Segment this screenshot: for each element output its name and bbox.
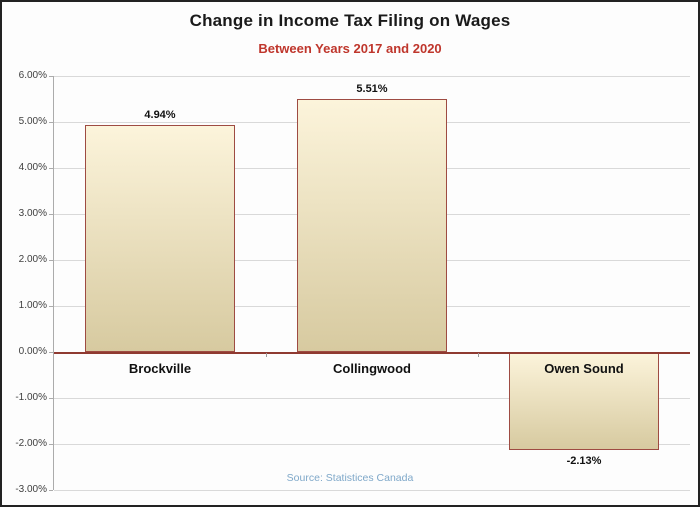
bar-brockville [85, 124, 235, 352]
y-axis-tick [49, 398, 53, 399]
y-axis-tick-label: 4.00% [18, 162, 47, 173]
zero-axis-line [54, 351, 690, 354]
y-axis-tick [49, 122, 53, 123]
category-label: Owen Sound [544, 361, 624, 376]
y-axis-tick [49, 306, 53, 307]
chart-subtitle: Between Years 2017 and 2020 [258, 41, 442, 56]
y-axis-tick-label: 1.00% [18, 300, 47, 311]
y-axis-line [53, 76, 54, 490]
bar-value-label: 5.51% [356, 82, 388, 95]
bar-collingwood [297, 98, 447, 352]
y-axis-tick [49, 214, 53, 215]
gridline [54, 444, 690, 445]
gridline [54, 398, 690, 399]
y-axis-tick [49, 444, 53, 445]
y-axis-tick [49, 352, 53, 353]
y-axis-tick [49, 490, 53, 491]
chart-title: Change in Income Tax Filing on Wages [189, 11, 511, 30]
plot-area: 6.00% 5.00% 4.00% 3.00% 2.00% 1.00% 0.00% -1.00… [15, 71, 690, 495]
y-axis-tick-label: 6.00% [18, 70, 47, 81]
source-note: Source: Statistices Canada [286, 472, 414, 484]
y-axis-tick-label: -2.00% [15, 438, 47, 449]
y-axis-tick [49, 168, 53, 169]
y-axis-tick-label: 5.00% [18, 116, 47, 127]
y-axis-tick-label: 2.00% [18, 254, 47, 265]
y-axis-tick-label: -3.00% [15, 484, 47, 495]
y-axis-tick [49, 76, 53, 77]
category-label: Collingwood [333, 361, 411, 376]
y-axis-tick-label: 0.00% [18, 346, 47, 357]
bar-value-label: -2.13% [566, 454, 602, 467]
y-axis-tick-label: -1.00% [15, 392, 47, 403]
category-label: Brockville [128, 361, 192, 376]
gridline [54, 76, 690, 77]
gridline [54, 490, 690, 491]
category-boundary-tick [478, 353, 479, 357]
category-boundary-tick [266, 353, 267, 357]
bar-value-label: 4.94% [144, 108, 176, 121]
y-axis-tick [49, 260, 53, 261]
y-axis-tick-label: 3.00% [18, 208, 47, 219]
